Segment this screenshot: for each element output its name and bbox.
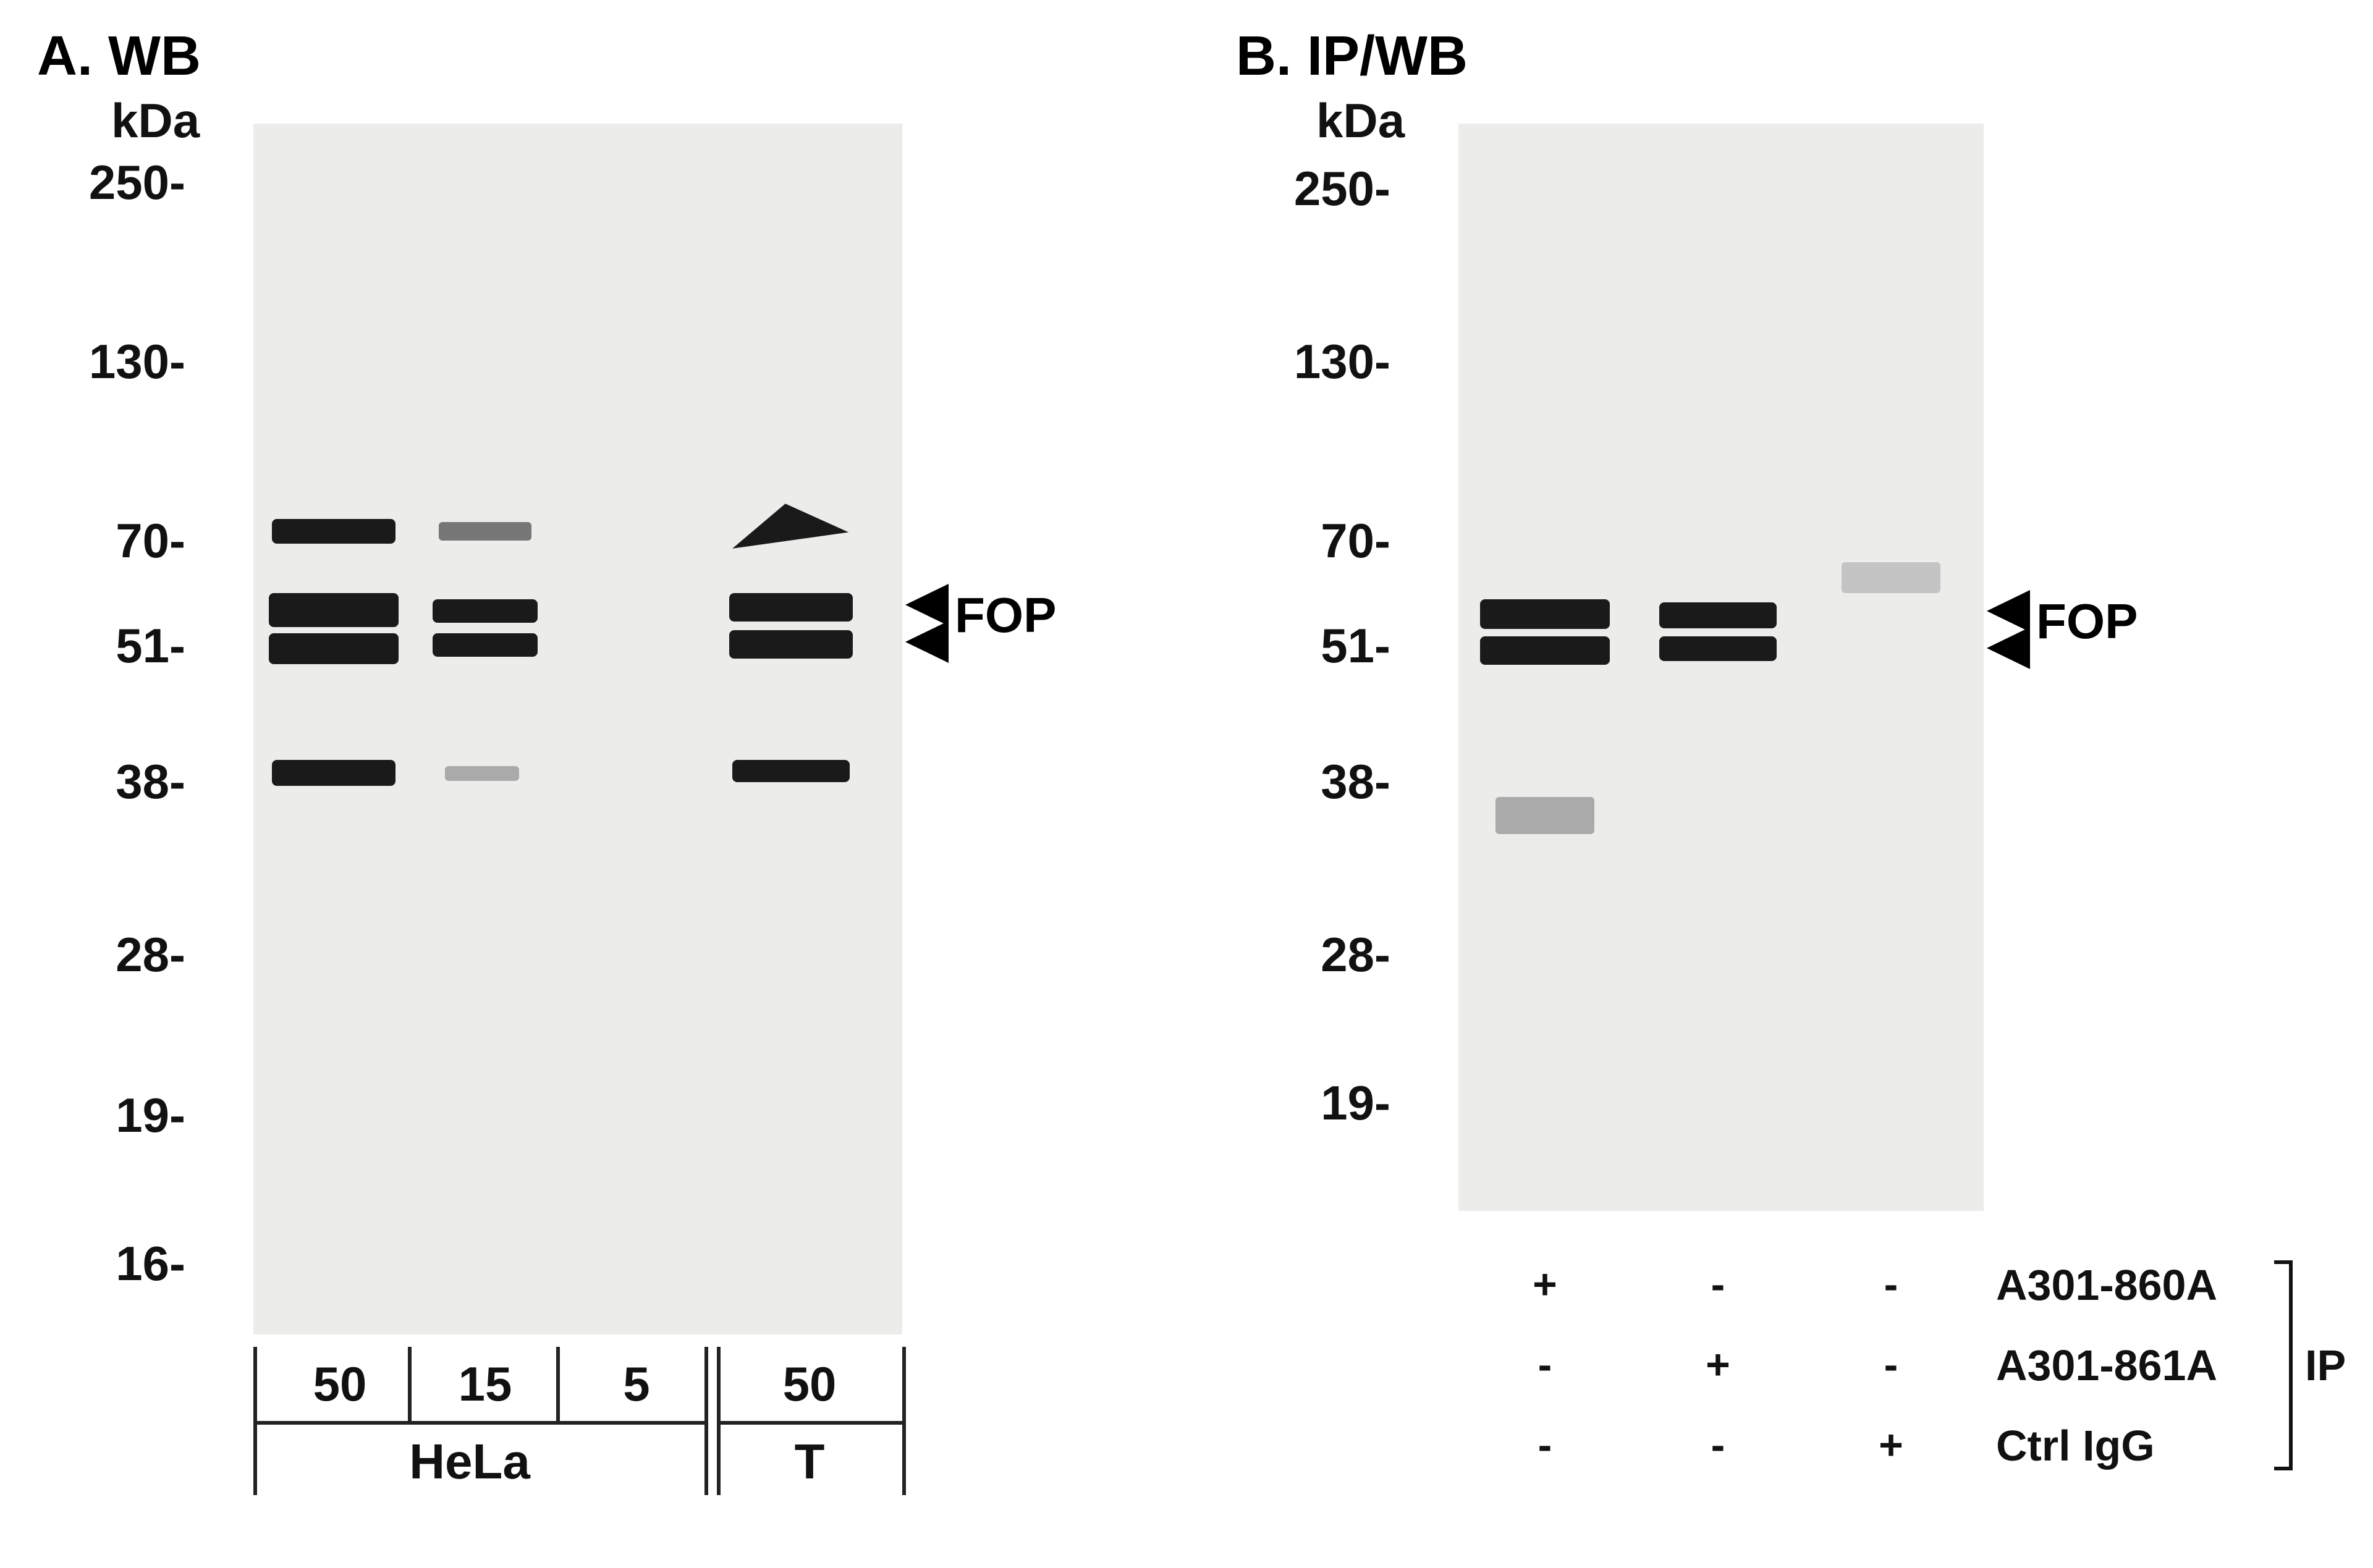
band xyxy=(1480,599,1610,629)
panel-a-title: A. WB xyxy=(37,25,201,88)
blot-b xyxy=(1458,124,1984,1211)
fop-label-b: FOP xyxy=(2036,593,2138,650)
t-label: T xyxy=(748,1433,871,1490)
panel-b-title: B. IP/WB xyxy=(1236,25,1468,88)
band xyxy=(1495,797,1594,834)
band xyxy=(269,593,399,627)
arrow-icon xyxy=(1987,590,2030,632)
band xyxy=(433,599,538,623)
ip-symbol: - xyxy=(1854,1341,1928,1389)
band xyxy=(445,766,519,781)
ip-row-label-2: A301-861A xyxy=(1996,1341,2217,1390)
ip-label: IP xyxy=(2305,1341,2346,1390)
mw-38-a: 38- xyxy=(56,754,185,810)
panel-a: A. WB kDa 250- 130- 70- 51- 38- 28- 19- … xyxy=(37,25,1137,1543)
ip-bracket xyxy=(2274,1260,2293,1470)
panel-b-kda: kDa xyxy=(1316,93,1405,149)
mw-130-b: 130- xyxy=(1261,334,1390,390)
band xyxy=(269,633,399,664)
fop-arrows-a: FOP xyxy=(905,584,949,664)
lane-label-50a: 50 xyxy=(284,1356,396,1412)
mw-28-a: 28- xyxy=(56,927,185,983)
mw-28-b: 28- xyxy=(1261,927,1390,983)
mw-130-a: 130- xyxy=(56,334,185,390)
ip-symbol: - xyxy=(1508,1421,1582,1469)
ip-row-label-3: Ctrl IgG xyxy=(1996,1421,2155,1470)
fop-label-a: FOP xyxy=(955,587,1056,644)
band xyxy=(1842,562,1940,593)
arrow-icon xyxy=(1987,627,2030,669)
ip-row-label-1: A301-860A xyxy=(1996,1260,2217,1310)
mw-70-b: 70- xyxy=(1261,513,1390,569)
divider xyxy=(704,1347,708,1495)
mw-51-b: 51- xyxy=(1261,618,1390,674)
divider xyxy=(253,1421,704,1425)
mw-19-b: 19- xyxy=(1261,1075,1390,1131)
band xyxy=(1659,602,1777,628)
mw-70-a: 70- xyxy=(56,513,185,569)
band xyxy=(729,630,853,659)
divider xyxy=(556,1347,560,1421)
divider xyxy=(408,1347,412,1421)
panel-b: B. IP/WB kDa 250- 130- 70- 51- 38- 28- 1… xyxy=(1236,25,2336,1543)
divider xyxy=(902,1347,906,1495)
band xyxy=(433,633,538,657)
band xyxy=(729,593,853,622)
blot-a xyxy=(253,124,902,1334)
panel-a-kda: kDa xyxy=(111,93,200,149)
ip-symbol: - xyxy=(1681,1260,1755,1309)
ip-symbol: + xyxy=(1508,1260,1582,1309)
mw-250-a: 250- xyxy=(56,154,185,211)
fop-arrows-b: FOP xyxy=(1987,590,2030,670)
ip-symbol: - xyxy=(1508,1341,1582,1389)
lane-label-15: 15 xyxy=(429,1356,541,1412)
ip-symbol: + xyxy=(1854,1421,1928,1469)
band-triangle xyxy=(727,495,849,549)
ip-symbol: - xyxy=(1681,1421,1755,1469)
mw-250-b: 250- xyxy=(1261,161,1390,217)
figure-container: A. WB kDa 250- 130- 70- 51- 38- 28- 19- … xyxy=(0,0,2373,1568)
lane-label-5: 5 xyxy=(581,1356,692,1412)
band xyxy=(439,522,531,541)
divider xyxy=(717,1421,902,1425)
band xyxy=(272,519,396,544)
ip-symbol: - xyxy=(1854,1260,1928,1309)
arrow-icon xyxy=(905,584,949,626)
band xyxy=(732,760,850,782)
hela-label: HeLa xyxy=(346,1433,593,1490)
band xyxy=(272,760,396,786)
arrow-icon xyxy=(905,621,949,663)
lane-label-50b: 50 xyxy=(754,1356,865,1412)
mw-16-a: 16- xyxy=(56,1236,185,1292)
mw-51-a: 51- xyxy=(56,618,185,674)
band xyxy=(1480,636,1610,665)
ip-symbol: + xyxy=(1681,1341,1755,1389)
mw-38-b: 38- xyxy=(1261,754,1390,810)
band xyxy=(1659,636,1777,661)
mw-19-a: 19- xyxy=(56,1087,185,1144)
